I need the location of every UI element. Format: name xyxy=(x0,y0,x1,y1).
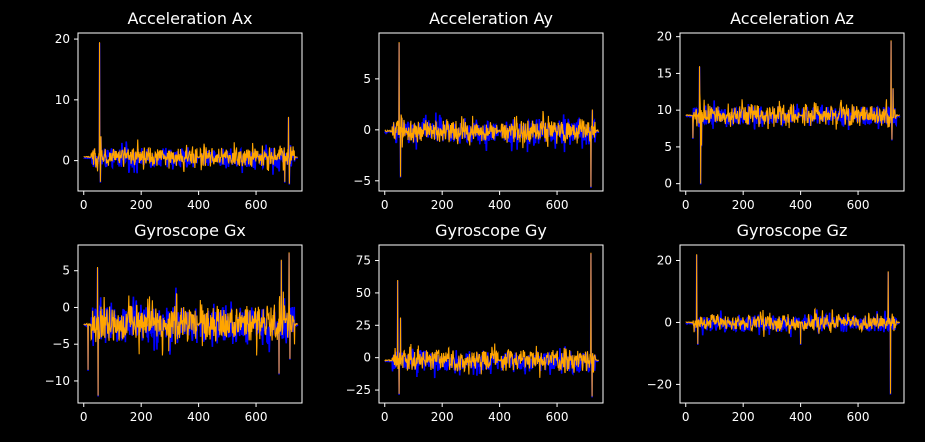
subplot-title: Acceleration Ax xyxy=(128,9,253,28)
y-tick-label: −10 xyxy=(45,374,70,388)
x-tick-label: 200 xyxy=(130,410,153,424)
axes-frame xyxy=(77,244,303,404)
subplot-6: Gyroscope Gz 0 200 400 600 −20 0 20 xyxy=(647,221,905,424)
x-tick-label: 400 xyxy=(488,198,511,212)
x-tick-label: 0 xyxy=(381,410,389,424)
y-tick-label: 25 xyxy=(356,318,371,332)
y-tick-label: −25 xyxy=(346,383,371,397)
series-line-1 xyxy=(384,253,600,398)
x-tick-label: 200 xyxy=(431,410,454,424)
y-tick-label: 0 xyxy=(62,154,70,168)
series-line-2 xyxy=(83,42,298,184)
axes-frame xyxy=(378,244,604,404)
axes-frame xyxy=(679,244,905,404)
x-tick-label: 0 xyxy=(381,198,389,212)
series-line-2 xyxy=(384,252,600,397)
y-tick-label: 5 xyxy=(62,264,70,278)
y-tick-label: −20 xyxy=(647,377,672,391)
subplot-title: Gyroscope Gx xyxy=(134,221,246,240)
axes-frame xyxy=(378,32,604,192)
y-tick-label: 0 xyxy=(664,177,672,191)
subplot-title: Gyroscope Gy xyxy=(435,221,547,240)
x-tick-label: 0 xyxy=(682,198,690,212)
subplot-4: Gyroscope Gx 0 200 400 600 −10 −5 0 5 xyxy=(45,221,303,424)
x-tick-label: 600 xyxy=(847,198,870,212)
x-tick-label: 600 xyxy=(245,410,268,424)
x-tick-label: 400 xyxy=(187,410,210,424)
x-tick-label: 400 xyxy=(488,410,511,424)
axes-frame xyxy=(77,32,303,192)
axes-frame xyxy=(679,32,905,192)
y-tick-label: 50 xyxy=(356,286,371,300)
x-tick-label: 200 xyxy=(732,198,755,212)
y-tick-label: 0 xyxy=(62,300,70,314)
subplot-1: Acceleration Ax 0 200 400 600 0 10 20 xyxy=(55,9,303,212)
x-tick-label: 400 xyxy=(187,198,210,212)
subplot-title: Acceleration Ay xyxy=(429,9,553,28)
x-tick-label: 0 xyxy=(80,410,88,424)
y-tick-label: −5 xyxy=(353,174,371,188)
subplot-3: Acceleration Az 0 200 400 600 0 5 10 15 20 xyxy=(657,9,905,212)
y-tick-label: 15 xyxy=(657,66,672,80)
y-tick-label: 5 xyxy=(363,72,371,86)
y-tick-label: 0 xyxy=(664,315,672,329)
subplot-2: Acceleration Ay 0 200 400 600 −5 0 5 xyxy=(353,9,604,212)
series-line-2 xyxy=(685,40,901,184)
x-tick-label: 600 xyxy=(546,410,569,424)
series-line-2 xyxy=(384,42,600,187)
x-tick-label: 600 xyxy=(546,198,569,212)
x-tick-label: 200 xyxy=(431,198,454,212)
subplot-title: Gyroscope Gz xyxy=(737,221,848,240)
x-tick-label: 0 xyxy=(80,198,88,212)
subplot-title: Acceleration Az xyxy=(730,9,854,28)
y-tick-label: 75 xyxy=(356,254,371,268)
x-tick-label: 200 xyxy=(130,198,153,212)
y-tick-label: −5 xyxy=(52,337,70,351)
series-line-2 xyxy=(685,254,901,394)
y-tick-label: 20 xyxy=(657,30,672,44)
y-tick-label: 5 xyxy=(664,140,672,154)
x-tick-label: 600 xyxy=(847,410,870,424)
series-line-1 xyxy=(384,43,600,188)
subplot-5: Gyroscope Gy 0 200 400 600 −25 0 25 50 75 xyxy=(346,221,604,424)
x-tick-label: 400 xyxy=(789,410,812,424)
x-tick-label: 0 xyxy=(682,410,690,424)
x-tick-label: 600 xyxy=(245,198,268,212)
y-tick-label: 10 xyxy=(55,93,70,107)
y-tick-label: 0 xyxy=(363,123,371,137)
y-tick-label: 10 xyxy=(657,103,672,117)
x-tick-label: 200 xyxy=(732,410,755,424)
y-tick-label: 0 xyxy=(363,351,371,365)
y-tick-label: 20 xyxy=(657,253,672,267)
x-tick-label: 400 xyxy=(789,198,812,212)
y-tick-label: 20 xyxy=(55,32,70,46)
series-line-2 xyxy=(83,252,298,396)
series-line-1 xyxy=(83,43,299,185)
